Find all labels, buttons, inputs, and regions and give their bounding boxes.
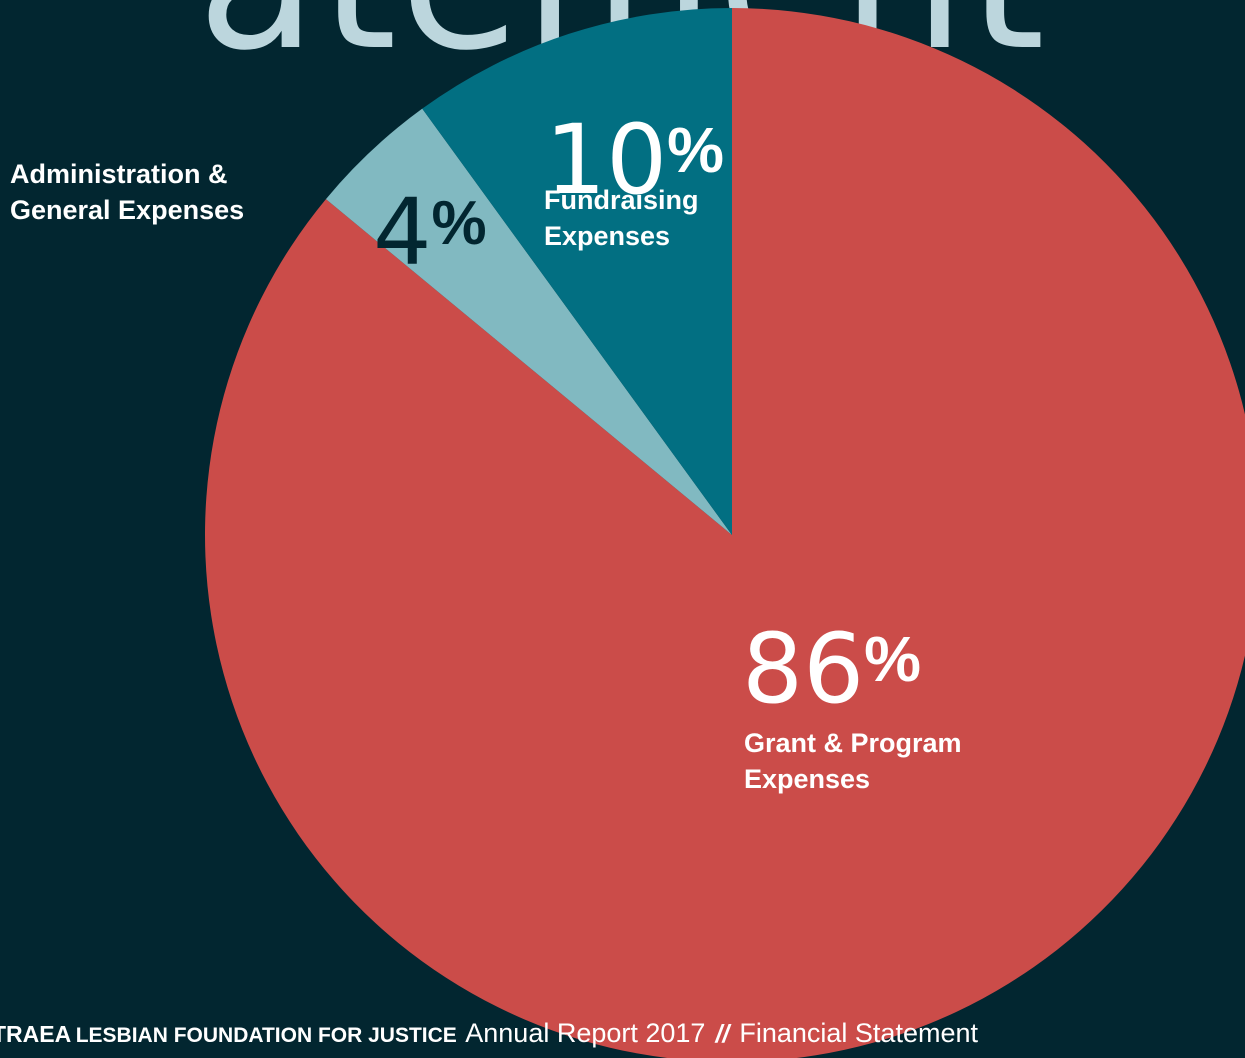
pie-percent-value: 10	[545, 104, 667, 216]
pie-percent-sign: %	[864, 623, 921, 695]
pie-percent-value: 4	[373, 179, 432, 286]
pie-slice-grant-and-program-expenses	[205, 8, 1245, 1058]
pie-label-fundraising-expenses-line-2: Expenses	[544, 221, 670, 251]
pie-label-administration-and-general-expenses-line-2: General Expenses	[10, 195, 244, 225]
pie-percent-administration-and-general-expenses: 4%	[373, 179, 487, 286]
pie-slices	[205, 8, 1245, 1058]
footer-report-title: Annual Report 2017	[465, 1018, 706, 1048]
footer-org-name: TRAEA	[0, 1021, 72, 1047]
footer-section-title: Financial Statement	[739, 1018, 978, 1048]
footer-org-tagline: LESBIAN FOUNDATION FOR JUSTICE	[75, 1024, 457, 1047]
pie-percent-fundraising-expenses: 10%	[545, 104, 724, 216]
footer-separator: //	[715, 1020, 730, 1048]
pie-label-administration-and-general-expenses-line-1: Administration &	[10, 159, 228, 189]
pie-percent-sign: %	[432, 189, 487, 258]
pie-slice-fundraising-expenses	[422, 8, 732, 535]
pie-slice-administration-and-general-expenses	[325, 108, 732, 535]
pie-label-grant-and-program-expenses-line-1: Grant & Program	[744, 728, 962, 758]
pie-percent-grant-and-program-expenses: 86%	[742, 613, 921, 725]
pie-percent-value: 86	[742, 613, 864, 725]
pie-label-grant-and-program-expenses-line-2: Expenses	[744, 764, 870, 794]
pie-percent-sign: %	[667, 114, 724, 186]
footer: TRAEA LESBIAN FOUNDATION FOR JUSTICE Ann…	[0, 1015, 978, 1056]
pie-labels: 86%Grant & ProgramExpenses4%Administrati…	[10, 104, 962, 794]
pie-label-fundraising-expenses-line-1: Fundraising	[544, 185, 699, 215]
